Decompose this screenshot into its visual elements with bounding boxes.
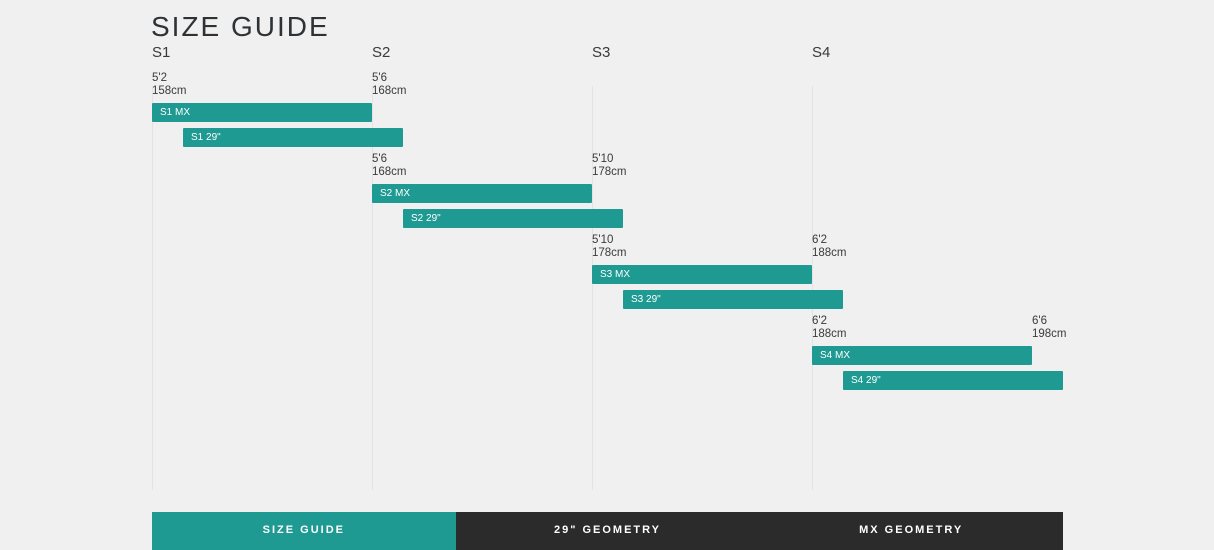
range-label-s1-start: 5'2 158cm [152,72,187,98]
bar-s1-mx: S1 MX [152,103,372,122]
bar-s3-mx: S3 MX [592,265,812,284]
column-header-s1: S1 [152,44,171,61]
height-cm: 168cm [372,166,407,178]
height-cm: 188cm [812,247,847,259]
bar-s1-29: S1 29" [183,128,403,147]
bar-s2-mx: S2 MX [372,184,592,203]
gridline-s4 [812,86,813,490]
tab-mx-geometry[interactable]: MX GEOMETRY [759,512,1064,550]
tab-size-guide[interactable]: SIZE GUIDE [152,512,456,550]
height-feet: 5'10 [592,234,614,246]
range-label-s4-end: 6'6 198cm [1032,315,1067,341]
range-label-s4-start: 6'2 188cm [812,315,847,341]
height-cm: 178cm [592,166,627,178]
height-cm: 188cm [812,328,847,340]
height-cm: 198cm [1032,328,1067,340]
column-header-s4: S4 [812,44,831,61]
gridline-s3 [592,86,593,490]
height-feet: 5'6 [372,153,387,165]
range-label-s2-start: 5'6 168cm [372,153,407,179]
height-feet: 6'2 [812,315,827,327]
bar-s2-29: S2 29" [403,209,623,228]
height-feet: 5'6 [372,72,387,84]
gridline-s2 [372,86,373,490]
range-label-s1-end: 5'6 168cm [372,72,407,98]
range-label-s2-end: 5'10 178cm [592,153,627,179]
column-header-s3: S3 [592,44,611,61]
geometry-tab-bar: SIZE GUIDE 29" GEOMETRY MX GEOMETRY [152,512,1064,550]
height-cm: 168cm [372,85,407,97]
tab-29-geometry[interactable]: 29" GEOMETRY [455,512,760,550]
bar-s4-mx: S4 MX [812,346,1032,365]
height-cm: 178cm [592,247,627,259]
height-feet: 6'6 [1032,315,1047,327]
column-header-s2: S2 [372,44,391,61]
height-feet: 5'10 [592,153,614,165]
height-feet: 6'2 [812,234,827,246]
bar-s4-29: S4 29" [843,371,1063,390]
height-cm: 158cm [152,85,187,97]
bar-s3-29: S3 29" [623,290,843,309]
range-label-s3-end: 6'2 188cm [812,234,847,260]
gridline-s1 [152,86,153,490]
range-label-s3-start: 5'10 178cm [592,234,627,260]
page-title: SIZE GUIDE [151,10,330,42]
height-feet: 5'2 [152,72,167,84]
